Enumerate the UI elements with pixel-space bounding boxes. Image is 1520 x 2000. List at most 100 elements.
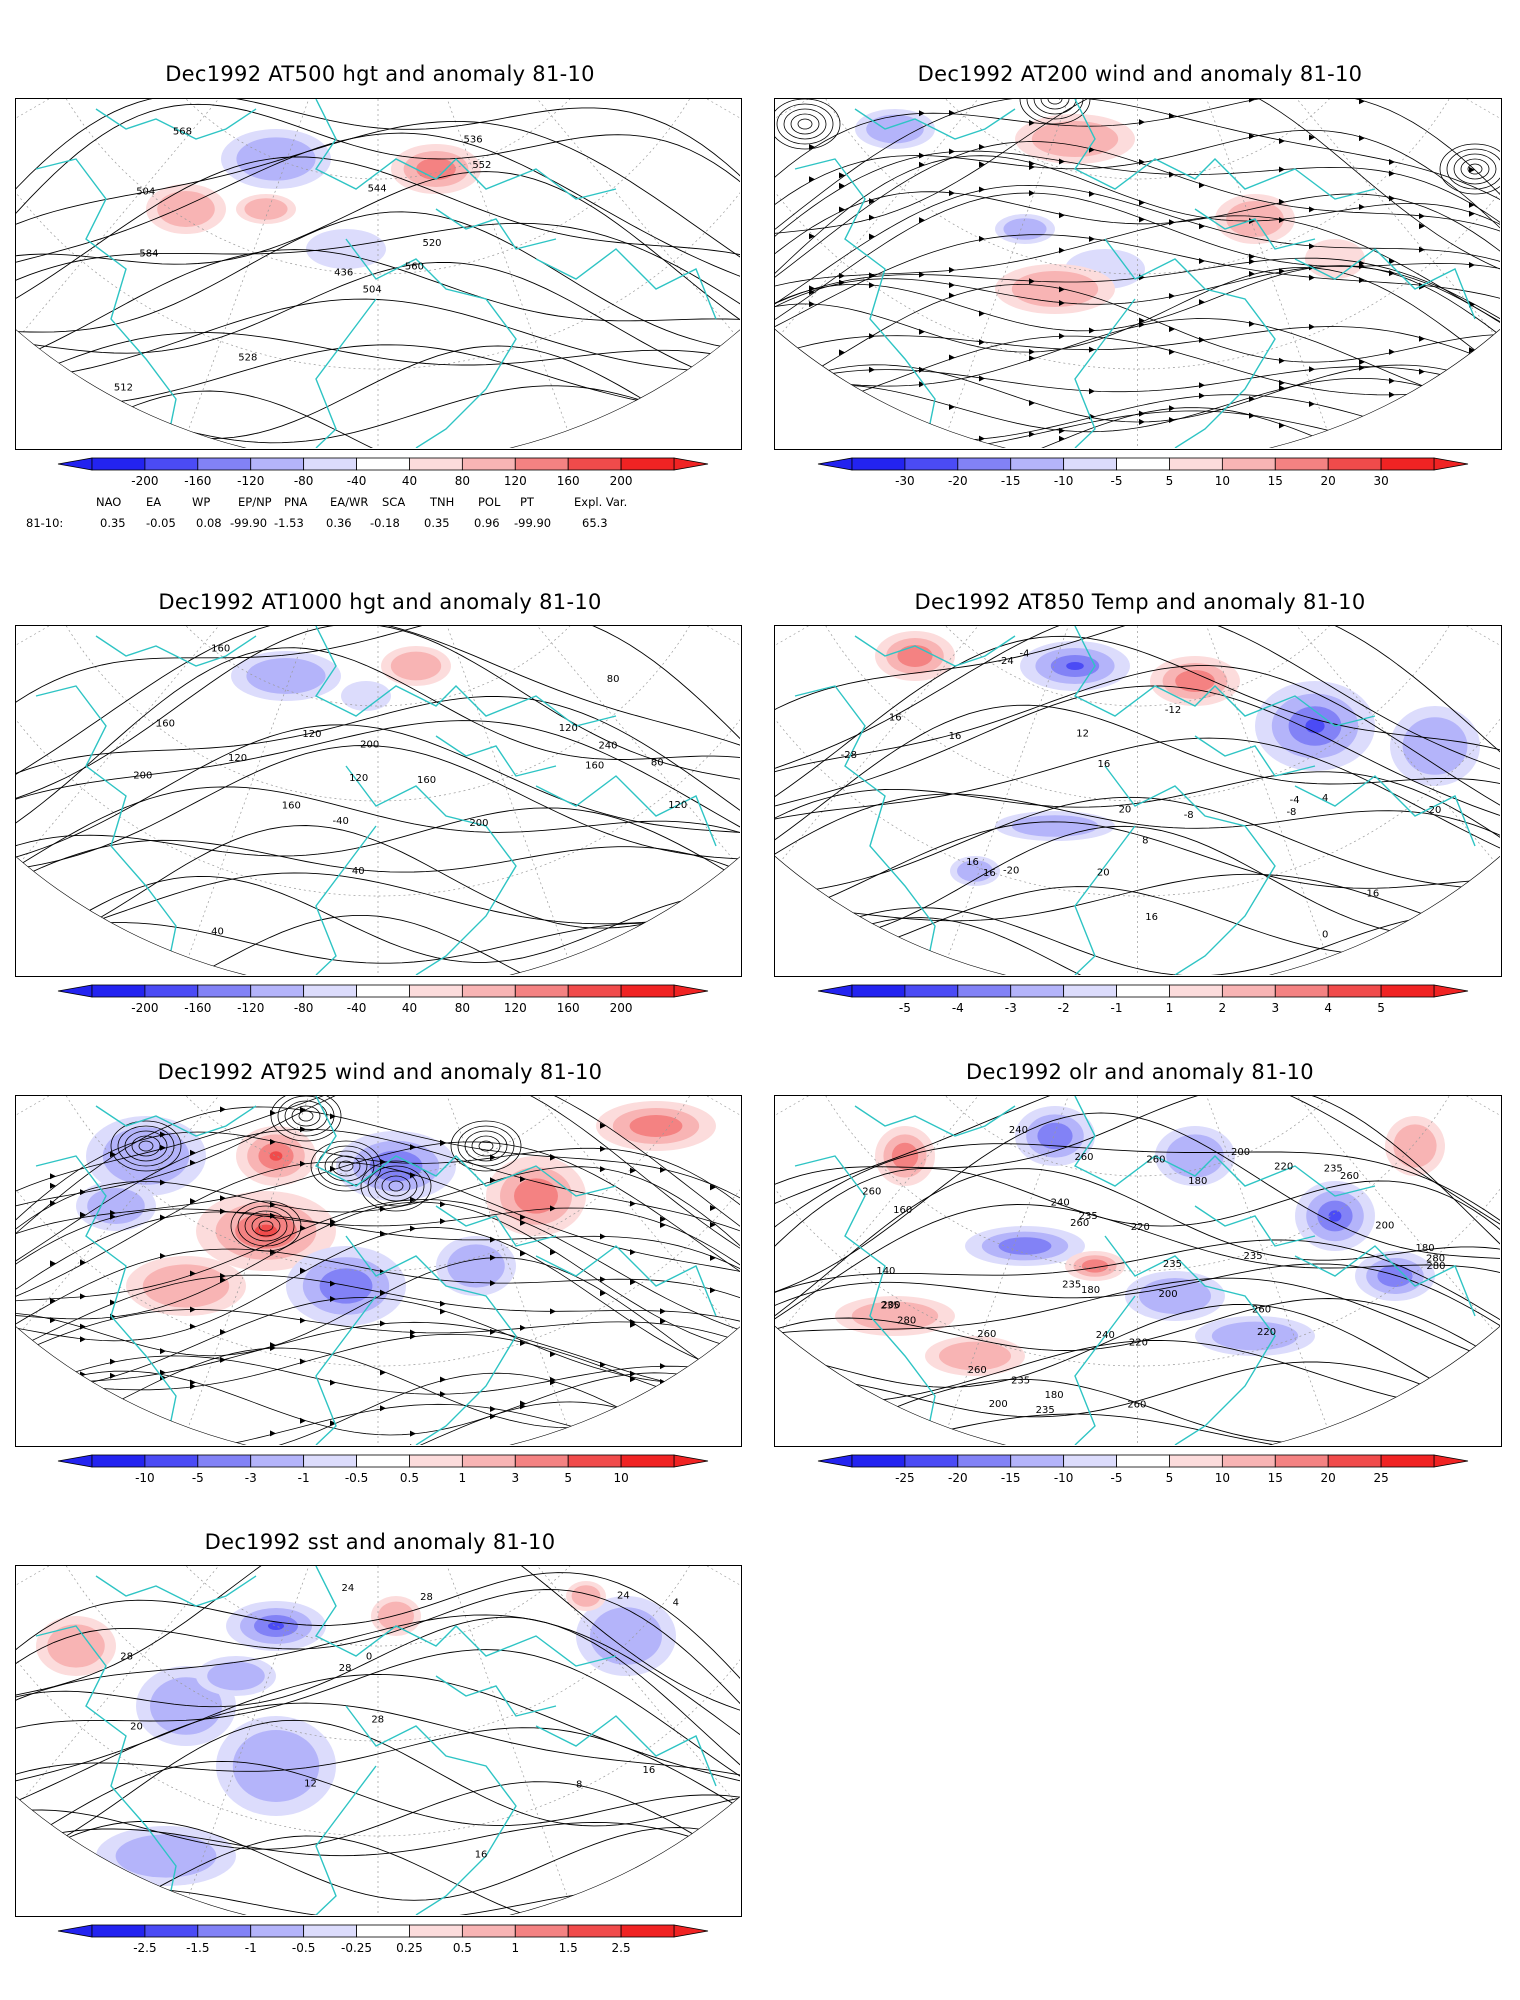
- vortex-ring: [783, 108, 827, 140]
- wind-arrow: [809, 233, 815, 240]
- contour-line: [16, 626, 740, 749]
- wind-arrow: [869, 432, 875, 439]
- contour-label: -24: [997, 656, 1013, 667]
- meridian-line: [172, 99, 379, 448]
- wind-arrow: [600, 1145, 606, 1152]
- coastline: [435, 1675, 557, 1717]
- map-frame[interactable]: 200 180 160 140 200 220 180 180 180 200 260 235 200 2…: [774, 1095, 1502, 1447]
- wind-arrow: [1089, 146, 1095, 153]
- vortex-ring: [1019, 99, 1091, 125]
- streamline: [16, 1211, 740, 1297]
- colorbar-tick-label: -160: [184, 1001, 211, 1015]
- contour-line: [775, 635, 1500, 804]
- index-value: 0.35: [100, 516, 126, 530]
- colorbar-swatch: [303, 457, 357, 471]
- contour-label: 280: [1426, 1261, 1445, 1272]
- map-frame[interactable]: 16 16 16 -24 -20 -12 -28 -8 -16 -8 -4 -4 0 4 8 16 12 20 16…: [774, 625, 1502, 977]
- contour-label: -20: [1003, 866, 1019, 877]
- colorbar-tick-label: -3: [245, 1471, 257, 1485]
- contour-line: [775, 793, 1500, 861]
- contour-label: 576: [634, 411, 653, 422]
- wind-arrow: [160, 1214, 166, 1221]
- anomaly-shading: [269, 1151, 283, 1161]
- contour-label: 160: [585, 761, 604, 772]
- map-frame[interactable]: [15, 1095, 742, 1447]
- colorbar-swatch: [1327, 1454, 1382, 1468]
- wind-arrow: [630, 1167, 636, 1174]
- colorbar-swatch: [567, 1454, 622, 1468]
- contour-line: [16, 1616, 740, 1774]
- panel-sst: Dec1992 sst and anomaly 81-10 24 28 28 0 4 8 1…: [0, 1480, 760, 1980]
- wind-arrow: [440, 1391, 446, 1398]
- wind-arrow: [110, 1433, 116, 1440]
- vortex-ring: [258, 1220, 274, 1232]
- wind-arrow: [1089, 388, 1095, 395]
- contour-label: 28: [371, 1715, 384, 1726]
- coastline: [1073, 99, 1376, 200]
- vortex-ring: [1460, 158, 1490, 180]
- colorbar-swatch: [356, 984, 410, 998]
- colorbar-tick-label: -200: [131, 474, 158, 488]
- contour-line: [775, 1263, 1500, 1332]
- panel-title: Dec1992 sst and anomaly 81-10: [204, 1530, 556, 1554]
- colorbar-tick-label: -10: [135, 1471, 155, 1485]
- contour-label: 260: [1252, 1305, 1271, 1316]
- contour-label: 200: [989, 1399, 1008, 1410]
- map-frame[interactable]: [774, 98, 1502, 450]
- anomaly-shading: [1066, 662, 1084, 670]
- streamline: [775, 192, 1500, 327]
- wind-arrow: [839, 279, 845, 286]
- map-frame[interactable]: 504 504 436 512 520 528 536 544 552 560 568 576 584: [15, 98, 742, 450]
- map-frame[interactable]: 24 28 28 0 4 8 12 16 20 16 24 28 28: [15, 1565, 742, 1917]
- streamline: [775, 407, 1500, 448]
- wind-arrow: [50, 1200, 56, 1207]
- wind-arrow: [1359, 277, 1365, 284]
- contour-label: -16: [1363, 889, 1379, 900]
- wind-arrow: [1059, 299, 1065, 306]
- panel-at500-hgt: Dec1992 AT500 hgt and anomaly 81-10 504 5…: [0, 0, 760, 540]
- streamline: [775, 283, 1500, 398]
- anomaly-shading: [87, 1188, 145, 1224]
- streamline: [775, 191, 1500, 263]
- contour-line: [16, 825, 740, 955]
- vortex-ring: [374, 1170, 418, 1202]
- contour-label: 4: [1322, 793, 1328, 804]
- wind-arrow: [50, 1440, 56, 1445]
- contour-line: [16, 99, 740, 200]
- anomaly-shading: [306, 229, 386, 269]
- contour-line: [16, 1649, 740, 1784]
- wind-arrow: [380, 1405, 386, 1412]
- wind-arrow: [1199, 257, 1205, 264]
- wind-arrow: [1139, 119, 1145, 126]
- wind-arrow: [600, 1422, 606, 1429]
- vortex-ring: [110, 1120, 182, 1172]
- wind-arrow: [490, 1177, 496, 1184]
- wind-arrow: [1419, 283, 1425, 290]
- map-frame[interactable]: 80 -40 200 240 120 40 40 80 160 160 120 200 160 160 12…: [15, 625, 742, 977]
- contour-line: [775, 1413, 1500, 1445]
- colorbar-swatch: [957, 984, 1012, 998]
- contour-label: 235: [1244, 1251, 1263, 1262]
- wind-arrow: [600, 1233, 606, 1240]
- wind-arrow: [110, 1209, 116, 1216]
- streamline: [16, 1096, 740, 1235]
- wind-arrow: [1199, 299, 1205, 306]
- contour-label: 220: [1131, 1222, 1150, 1233]
- wind-arrow: [520, 1340, 526, 1347]
- wind-arrow: [50, 1173, 56, 1180]
- colorbar-swatch: [851, 1454, 906, 1468]
- wind-arrow: [1309, 206, 1315, 213]
- contour-label: 200: [1159, 1289, 1178, 1300]
- wind-arrow: [380, 1205, 386, 1212]
- colorbar-tick-label: -5: [1111, 474, 1123, 488]
- contour-label: 504: [363, 284, 382, 295]
- wind-arrow: [869, 272, 875, 279]
- anomaly-shading: [115, 1834, 217, 1878]
- contour-label: 220: [1129, 1337, 1148, 1348]
- vortex-ring: [1453, 153, 1497, 185]
- coastline: [314, 1566, 617, 1667]
- colorbar-swatch: [620, 457, 675, 471]
- wind-arrow: [1199, 223, 1205, 230]
- colorbar-swatch: [1380, 984, 1435, 998]
- wind-arrow: [839, 182, 845, 189]
